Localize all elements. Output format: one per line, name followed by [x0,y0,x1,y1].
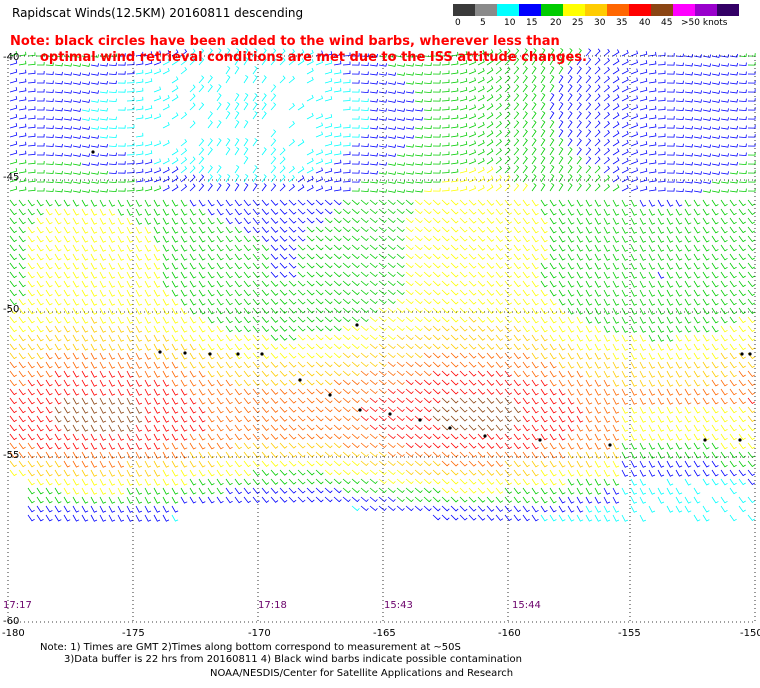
footer-note-2: 3)Data buffer is 22 hrs from 20160811 4)… [64,654,522,665]
legend-label: 5 [480,18,486,28]
lon-label-170: -170 [248,628,271,639]
contamination-marker [208,352,211,355]
wind-map [0,0,760,688]
legend-label: 20 [550,18,561,28]
legend-swatch [607,4,629,16]
lat-label-60: -60 [3,616,19,627]
lat-label-50: -50 [3,304,19,315]
legend-color-bar [453,4,739,16]
lon-label-160: -160 [498,628,521,639]
legend-swatch [541,4,563,16]
lon-label-150: -150 [740,628,760,639]
contamination-marker [158,350,161,353]
footer-credit: NOAA/NESDIS/Center for Satellite Applica… [210,668,513,679]
time-label-1544: 15:44 [512,600,541,611]
legend-label: 25 [572,18,583,28]
contamination-note-line1: Note: black circles have been added to t… [10,34,560,49]
wind-barbs [55,398,521,431]
contamination-marker [448,426,451,429]
lat-label-55: -55 [3,450,19,461]
contamination-marker [538,438,541,441]
legend-label: 15 [526,18,537,28]
lon-label-180: -180 [2,628,25,639]
legend-swatch [519,4,541,16]
time-label-1717: 17:17 [3,600,32,611]
lat-label-45: -45 [3,172,19,183]
footer-note-1: Note: 1) Times are GMT 2)Times along bot… [40,642,461,653]
legend-swatch [629,4,651,16]
contamination-marker [358,408,361,411]
contamination-marker [740,352,743,355]
time-label-1543: 15:43 [384,600,413,611]
map-title: Rapidscat Winds(12.5KM) 20160811 descend… [12,6,303,20]
legend-swatch [695,4,717,16]
contamination-marker [183,351,186,354]
lon-label-155: -155 [618,628,641,639]
contamination-marker [355,323,358,326]
contamination-marker [483,434,486,437]
contamination-marker [748,352,751,355]
contamination-marker [388,412,391,415]
contamination-marker [236,352,239,355]
legend-swatch [585,4,607,16]
time-label-1718: 17:18 [258,600,287,611]
legend-swatch [673,4,695,16]
legend-label: 0 [455,18,461,28]
legend-label: 35 [616,18,627,28]
contamination-marker [298,378,301,381]
contamination-marker [738,438,741,441]
contamination-marker [703,438,706,441]
lon-label-165: -165 [373,628,396,639]
legend-swatch [475,4,497,16]
lon-label-175: -175 [122,628,145,639]
contamination-marker [328,393,331,396]
contamination-note-line2: optimal wind retrieval conditions are me… [40,50,587,65]
lat-label-40: -40 [3,52,19,63]
contamination-marker [608,443,611,446]
contamination-marker [91,150,94,153]
legend-swatch [453,4,475,16]
contamination-marker [260,352,263,355]
legend-swatch [717,4,739,16]
legend-swatch [651,4,673,16]
legend-label: >50 knots [681,18,728,28]
legend-swatch [497,4,519,16]
legend-labels: 0 5 10 15 20 25 30 35 40 45 >50 knots [453,16,739,28]
legend-label: 10 [504,18,515,28]
wind-speed-legend: 0 5 10 15 20 25 30 35 40 45 >50 knots [453,4,739,28]
contamination-marker [418,418,421,421]
legend-swatch [563,4,585,16]
legend-label: 30 [594,18,605,28]
legend-label: 45 [661,18,672,28]
legend-label: 40 [639,18,650,28]
